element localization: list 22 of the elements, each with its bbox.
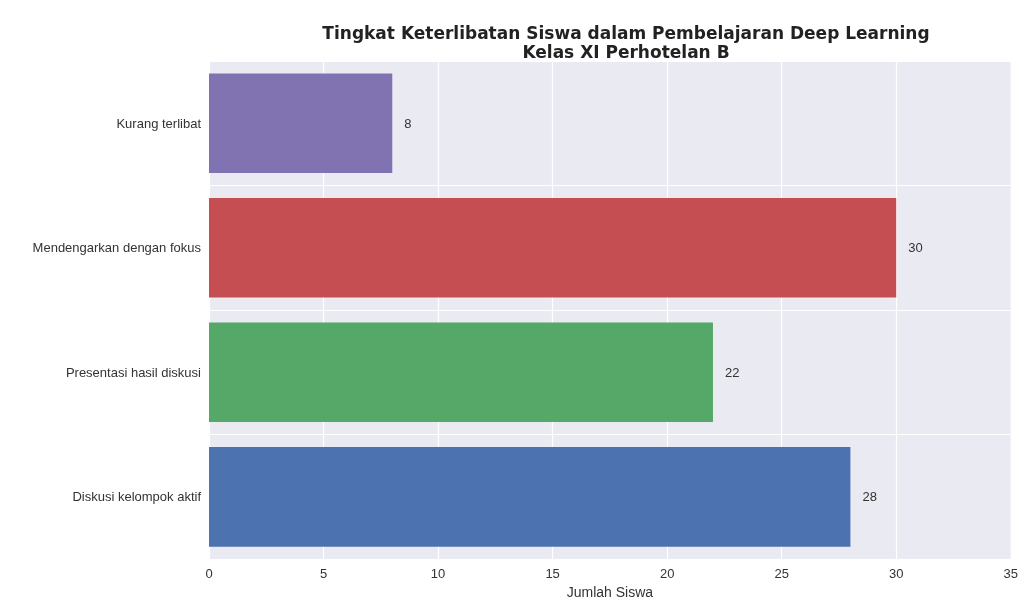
bar xyxy=(209,73,393,174)
data-label: 30 xyxy=(908,240,923,256)
x-tick-label: 10 xyxy=(430,566,446,582)
y-tick-label: Presentasi hasil diskusi xyxy=(65,364,202,380)
y-tick-label: Kurang terlibat xyxy=(116,115,202,131)
x-tick-label: 35 xyxy=(1003,566,1018,582)
bar xyxy=(209,322,713,423)
x-tick-label: 15 xyxy=(545,566,560,582)
bar xyxy=(209,197,897,298)
x-tick-label: 5 xyxy=(319,566,328,582)
data-label: 28 xyxy=(862,489,877,505)
data-label: 22 xyxy=(724,364,740,380)
x-tick-label: 20 xyxy=(659,566,675,582)
x-tick-label: 0 xyxy=(205,566,213,582)
data-label: 8 xyxy=(404,115,412,131)
bar xyxy=(209,447,851,547)
y-tick-label: Mendengarkan dengan fokus xyxy=(32,240,202,256)
x-tick-label: 25 xyxy=(774,566,789,582)
chart-title: Tingkat Keterlibatan Siswa dalam Pembelajaran Deep Learning Kelas XI Perhotelan B xyxy=(322,22,930,62)
x-axis-title: Jumlah Siswa xyxy=(566,584,654,600)
y-tick-label: Diskusi kelompok aktif xyxy=(72,489,202,505)
x-tick-label: 30 xyxy=(889,566,904,582)
